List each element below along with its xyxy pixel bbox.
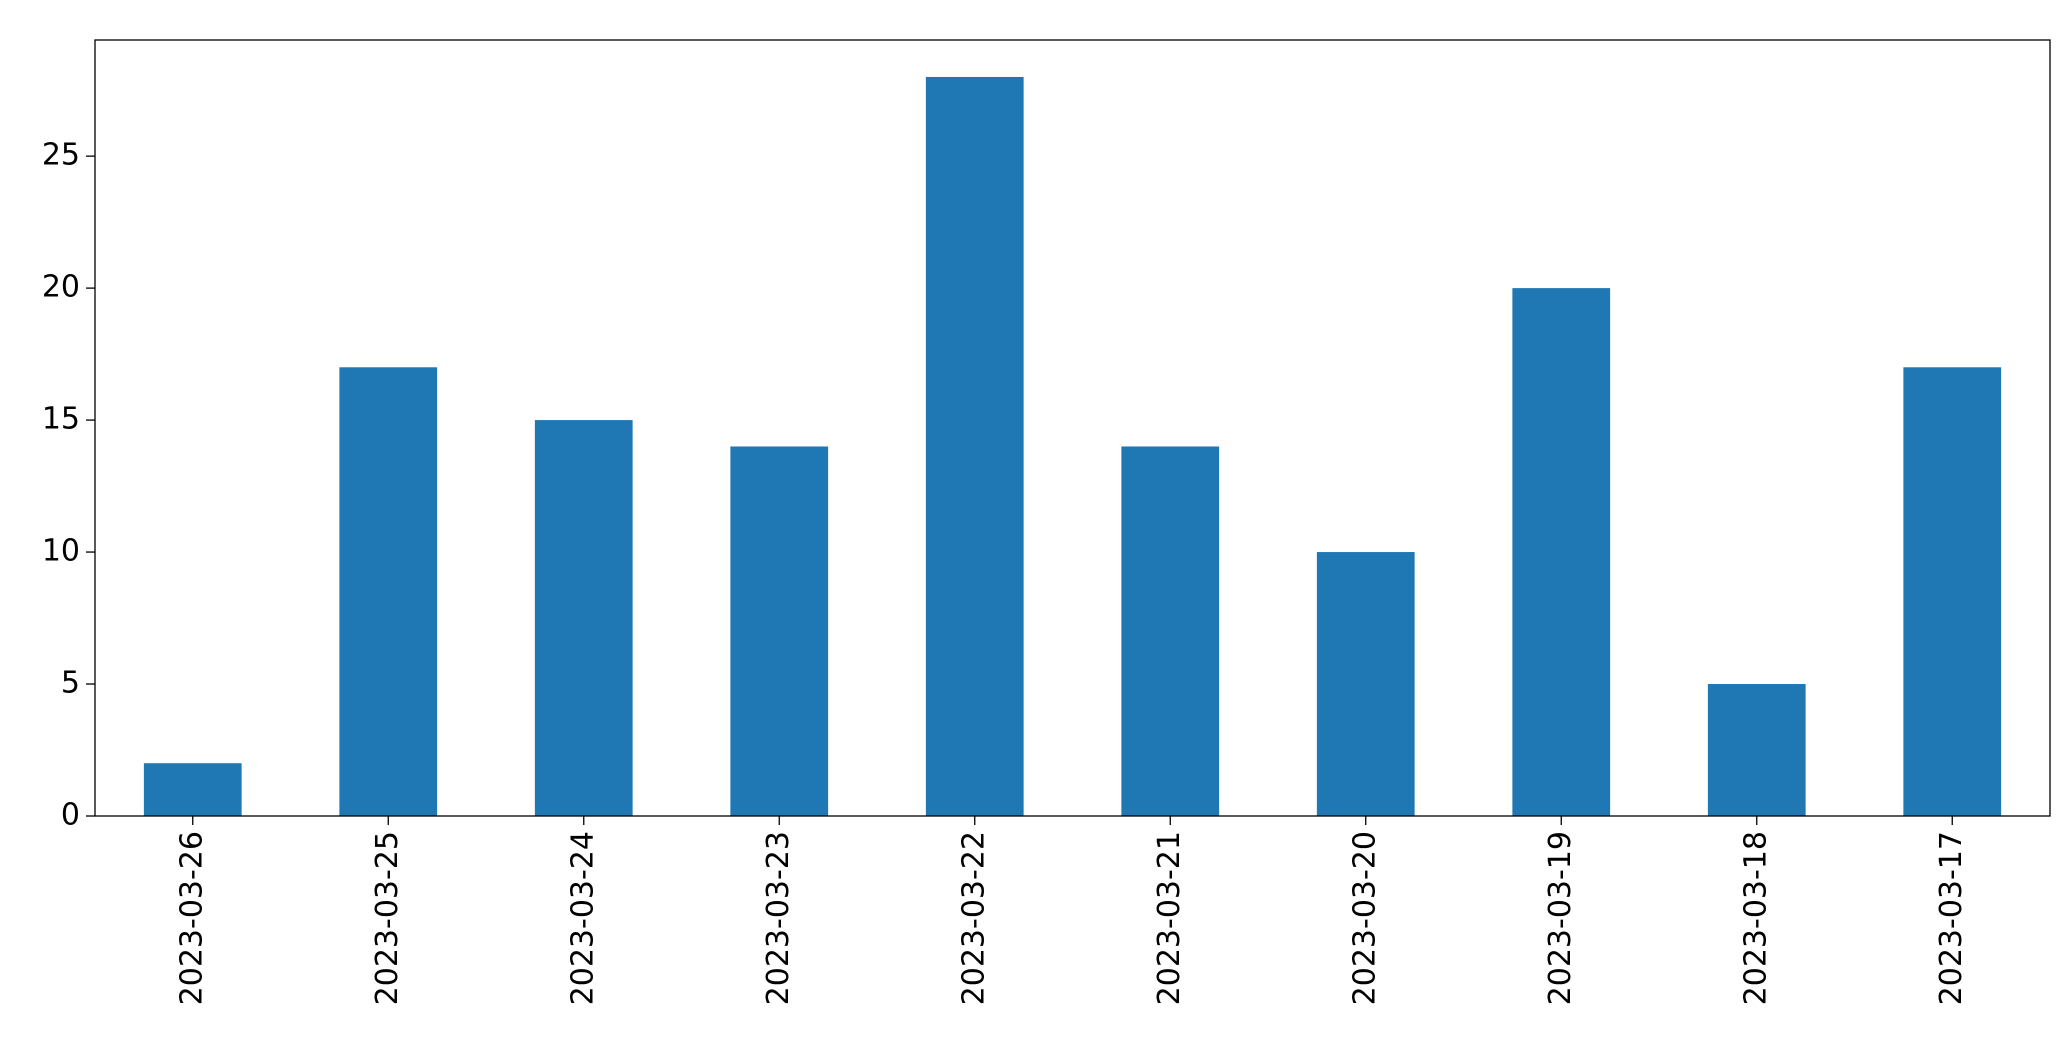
x-tick-label: 2023-03-18 <box>1738 831 1773 1005</box>
bar <box>925 76 1024 816</box>
x-tick-label: 2023-03-24 <box>565 831 600 1005</box>
x-tick-label: 2023-03-26 <box>174 831 209 1005</box>
x-tick-label: 2023-03-17 <box>1934 831 1969 1005</box>
x-tick-label: 2023-03-20 <box>1347 831 1382 1005</box>
x-tick-label: 2023-03-22 <box>956 831 991 1005</box>
y-tick-label: 15 <box>42 402 80 437</box>
bar <box>1121 446 1220 816</box>
x-tick-label: 2023-03-25 <box>370 831 405 1005</box>
bar <box>1903 367 2002 816</box>
bar <box>730 446 829 816</box>
bar <box>339 367 438 816</box>
x-tick-label: 2023-03-21 <box>1152 831 1187 1005</box>
y-tick-label: 10 <box>42 534 80 569</box>
y-tick-label: 0 <box>61 798 80 833</box>
x-tick-label: 2023-03-19 <box>1543 831 1578 1005</box>
bar <box>1512 288 1611 816</box>
x-tick-label: 2023-03-23 <box>761 831 796 1005</box>
bar <box>143 763 242 816</box>
plot-frame <box>94 39 2051 817</box>
bar <box>534 420 633 816</box>
bar <box>1707 684 1806 816</box>
y-tick-label: 20 <box>42 270 80 305</box>
bar <box>1316 552 1415 816</box>
y-tick-label: 25 <box>42 138 80 173</box>
y-tick-label: 5 <box>61 666 80 701</box>
